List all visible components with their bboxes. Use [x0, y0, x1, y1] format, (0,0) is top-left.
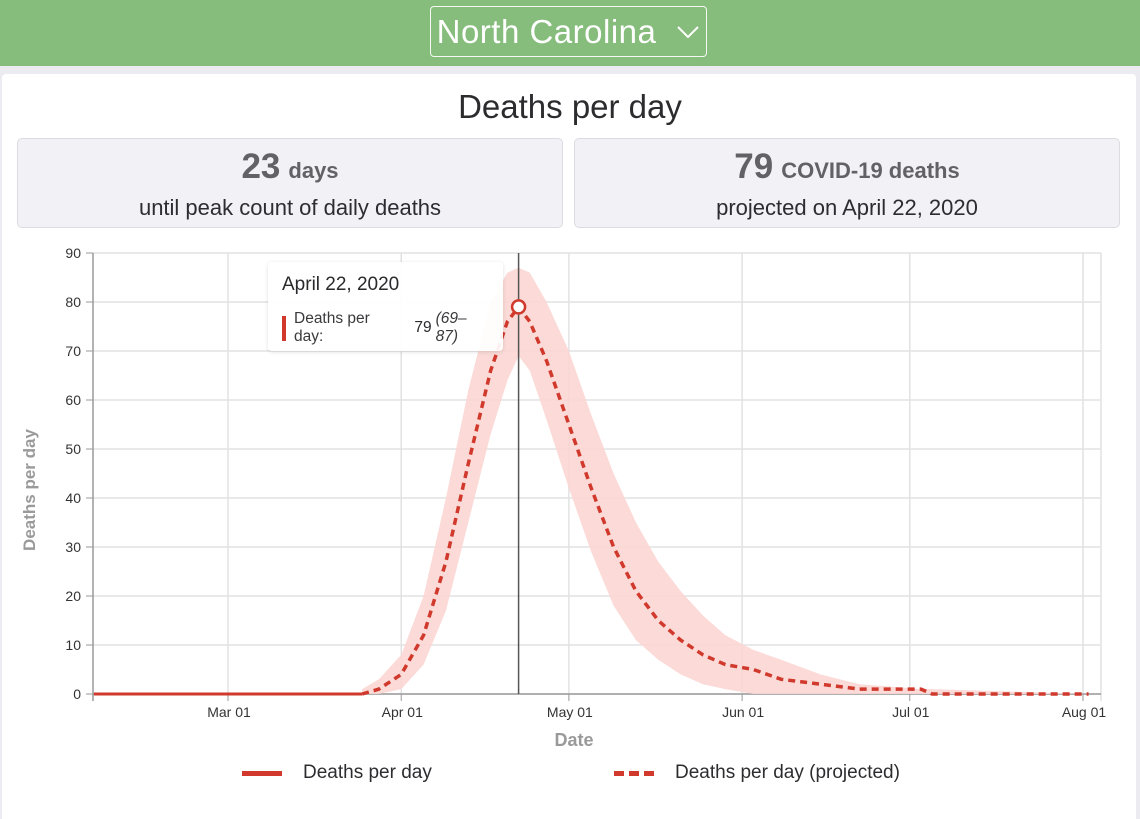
solid-line-swatch-icon [242, 770, 282, 776]
legend-label: Deaths per day (projected) [675, 762, 900, 783]
y-axis-label: Deaths per day [20, 429, 39, 551]
y-tick-label: 10 [65, 637, 81, 653]
peak-days-stat: 23 days until peak count of daily deaths [17, 138, 563, 228]
peak-deaths-stat: 79 COVID-19 deaths projected on April 22… [574, 138, 1120, 228]
y-tick-label: 60 [65, 392, 81, 408]
confidence-band [362, 267, 1089, 694]
legend-item-actual[interactable]: Deaths per day [242, 762, 432, 784]
y-tick-label: 20 [65, 588, 81, 604]
tooltip-date: April 22, 2020 [282, 274, 400, 295]
y-tick-label: 40 [65, 490, 81, 506]
page-title: Deaths per day [458, 88, 682, 125]
x-tick-label: Jun 01 [722, 704, 764, 720]
peak-deaths-caption: projected on April 22, 2020 [716, 195, 978, 220]
legend-item-projected[interactable]: Deaths per day (projected) [614, 762, 900, 784]
x-axis-label: Date [554, 730, 593, 750]
y-tick-label: 70 [65, 343, 81, 359]
state-selector[interactable]: North Carolina [430, 6, 707, 57]
y-tick-label: 30 [65, 539, 81, 555]
tooltip-series-marker [282, 315, 286, 341]
state-selector-value: North Carolina [436, 12, 657, 50]
x-tick-label: Mar 01 [207, 704, 251, 720]
dashed-line-swatch-icon [614, 770, 654, 776]
projected-deaths-line [361, 304, 1089, 696]
chart-tooltip: April 22, 2020 Deaths per day: 79 (69–87… [268, 262, 503, 351]
x-tick-label: Jul 01 [892, 704, 930, 720]
peak-days-number: 23 [241, 147, 281, 186]
x-tick-label: Aug 01 [1062, 704, 1107, 720]
tooltip-range: (69–87) [435, 310, 467, 345]
x-tick-label: May 01 [547, 704, 593, 720]
peak-deaths-number: 79 [734, 147, 774, 186]
x-tick-label: Apr 01 [382, 704, 423, 720]
peak-deaths-unit: COVID-19 deaths [781, 158, 960, 183]
y-tick-label: 0 [73, 686, 81, 702]
chevron-down-icon [677, 25, 700, 38]
y-tick-label: 90 [65, 245, 81, 261]
y-tick-label: 80 [65, 294, 81, 310]
peak-days-caption: until peak count of daily deaths [138, 195, 442, 220]
tooltip-series-label: Deaths per day: [294, 310, 370, 345]
hover-point-marker [510, 299, 527, 315]
legend-label: Deaths per day [303, 762, 432, 783]
deaths-chart[interactable]: 0 10 20 30 40 50 60 70 80 90 Mar 01 Apr 01 May 01 Jun… [0, 240, 1140, 760]
y-tick-label: 50 [65, 441, 81, 457]
tooltip-value: 79 [414, 319, 432, 336]
top-bar: North Carolina [0, 0, 1140, 66]
peak-days-unit: days [288, 158, 339, 183]
